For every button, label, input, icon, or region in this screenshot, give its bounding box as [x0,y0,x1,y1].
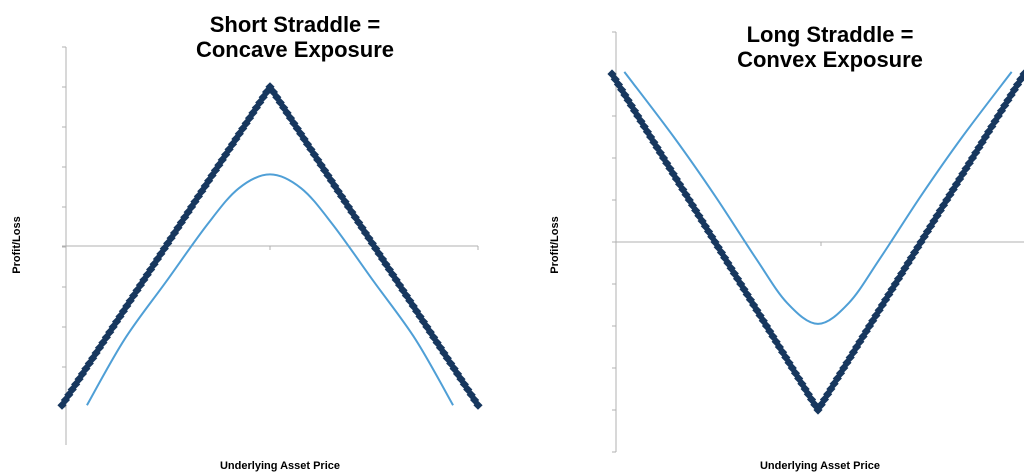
curve-line [86,173,454,406]
payoff-marker [313,155,323,165]
payoff-marker [473,400,483,410]
payoff-marker [340,197,350,207]
payoff-marker [326,176,336,186]
payoff-marker [135,280,146,290]
payoff-marker [466,390,476,400]
chart-panel-short-straddle: Short Straddle = Concave Exposure Profit… [0,0,500,476]
payoff-marker [60,395,71,405]
payoff-marker [255,97,265,108]
payoff-marker [132,285,142,295]
curve-line [623,71,1013,325]
payoff-marker [1016,74,1024,84]
chart-title-line: Short Straddle = [209,12,381,37]
payoff-marker [394,280,405,290]
payoff-marker [398,285,408,295]
payoff-series [607,69,1024,415]
payoff-marker [64,390,74,400]
payoff-marker [408,301,418,311]
x-axis-label: Underlying Asset Price [220,460,340,472]
payoff-marker [463,384,473,395]
payoff-marker [71,379,81,389]
payoff-marker [94,343,105,353]
payoff-marker [469,395,480,405]
payoff-marker [57,400,67,410]
y-axis-label: Profit/Loss [11,216,23,273]
payoff-marker [367,238,377,248]
payoff-marker [77,369,88,379]
payoff-marker [354,217,364,228]
y-axis-label: Profit/Loss [549,216,561,273]
chart-title: Long Straddle = Convex Exposure [700,22,960,72]
payoff-marker [261,87,272,97]
payoff-marker [435,343,446,353]
payoff-marker [125,296,135,306]
chart-title-line: Long Straddle = [746,22,914,47]
chart-title-line: Convex Exposure [737,47,923,72]
payoff-marker [429,332,439,342]
chart-panel-long-straddle: Long Straddle = Convex Exposure Profit/L… [540,0,1024,476]
payoff-marker [67,384,77,395]
payoff-series [57,82,483,410]
payoff-marker [425,327,435,337]
chart-title-line: Concave Exposure [195,37,395,62]
payoff-marker [439,348,449,358]
chart-plot: Profit/Loss Underlying Asset Price [549,31,1024,472]
payoff-marker [442,353,452,363]
payoff-marker [456,374,466,384]
x-axis-label: Underlying Asset Price [760,460,880,472]
payoff-marker [357,223,367,233]
payoff-marker [101,332,111,342]
payoff-marker [275,97,285,108]
payoff-marker [258,92,268,102]
payoff-marker [88,353,98,363]
payoff-marker [98,337,108,348]
payoff-marker [299,134,309,144]
payoff-marker [1019,69,1024,79]
payoff-marker [129,290,139,301]
payoff-marker [152,254,163,264]
payoff-marker [401,290,411,301]
payoff-marker [74,374,84,384]
payoff-marker [285,113,296,123]
payoff-marker [422,322,432,332]
chart-plot: Profit/Loss Underlying Asset Price [11,46,483,472]
payoff-marker [272,92,282,102]
payoff-marker [105,327,115,337]
payoff-marker [371,244,381,254]
payoff-marker [282,108,292,118]
chart-title: Short Straddle = Concave Exposure [165,12,425,62]
payoff-marker [452,369,463,379]
